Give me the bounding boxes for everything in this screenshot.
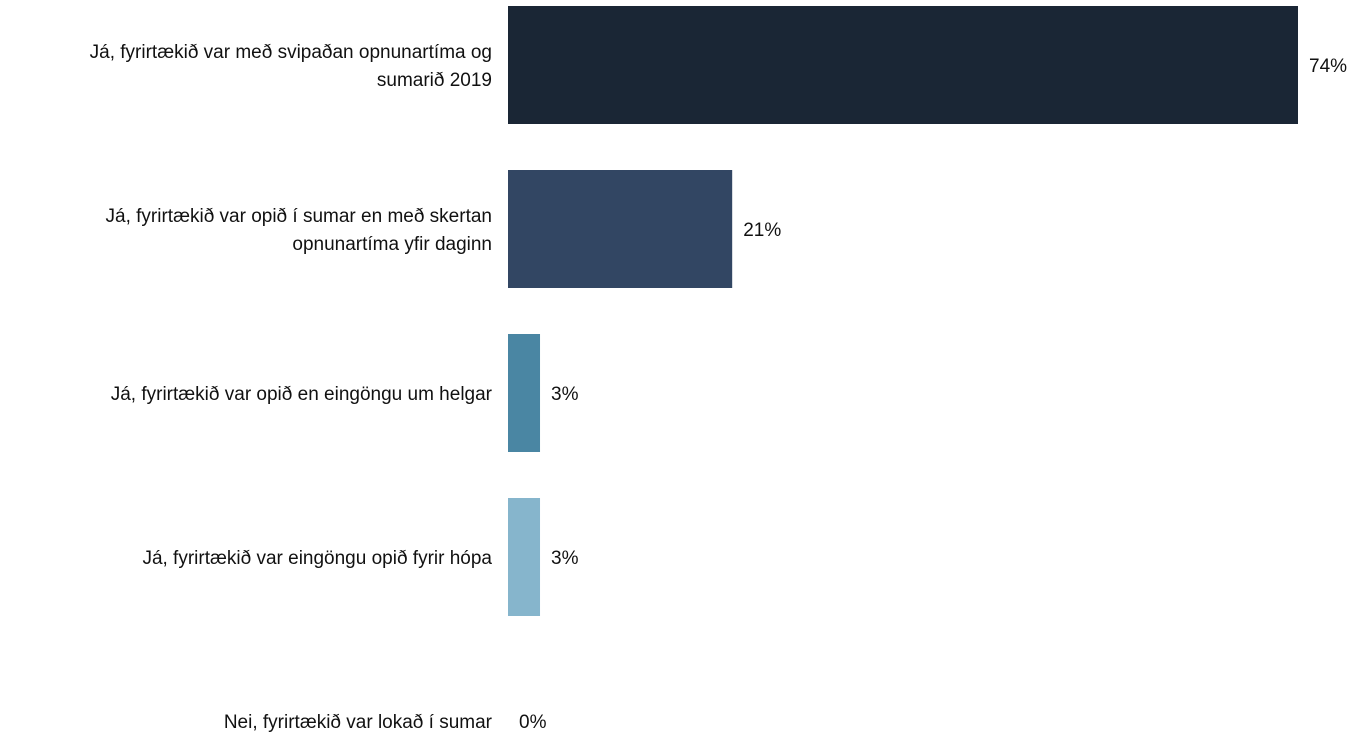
category-label-3: Já, fyrirtækið var eingöngu opið fyrir h…: [142, 548, 492, 569]
category-label-line: opnunartíma yfir daginn: [292, 234, 492, 255]
bar-3: [508, 498, 541, 616]
value-label-4: 0%: [519, 712, 547, 733]
category-label-4: Nei, fyrirtækið var lokað í sumar: [224, 712, 493, 733]
category-label-0: Já, fyrirtækið var með svipaðan opnunart…: [90, 42, 492, 91]
category-label-line: Nei, fyrirtækið var lokað í sumar: [224, 712, 493, 733]
category-label-line: Já, fyrirtækið var eingöngu opið fyrir h…: [142, 548, 492, 569]
bar-2: [508, 334, 541, 452]
value-label-0: 74%: [1309, 56, 1347, 77]
bars-group: [508, 6, 1298, 616]
category-label-line: Já, fyrirtækið var með svipaðan opnunart…: [90, 42, 492, 63]
value-label-3: 3%: [551, 548, 579, 569]
category-label-2: Já, fyrirtækið var opið en eingöngu um h…: [111, 384, 493, 405]
category-label-line: Já, fyrirtækið var opið en eingöngu um h…: [111, 384, 493, 405]
category-label-1: Já, fyrirtækið var opið í sumar en með s…: [106, 206, 492, 255]
category-label-line: Já, fyrirtækið var opið í sumar en með s…: [106, 206, 492, 227]
category-label-line: sumarið 2019: [377, 70, 492, 91]
category-labels-group: Já, fyrirtækið var með svipaðan opnunart…: [90, 42, 493, 733]
value-label-1: 21%: [743, 220, 781, 241]
bar-1: [508, 170, 733, 288]
value-labels-group: 74% 21% 3% 3% 0%: [519, 56, 1347, 733]
bar-0: [508, 6, 1298, 124]
value-label-2: 3%: [551, 384, 579, 405]
